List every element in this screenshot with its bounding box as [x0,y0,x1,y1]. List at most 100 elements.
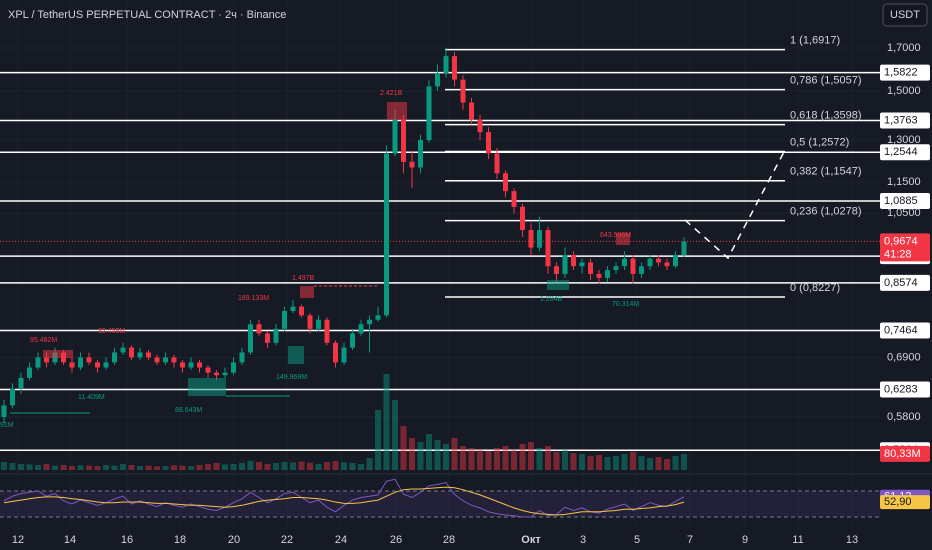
candle-body [18,377,24,389]
zone [300,286,314,298]
annotation: 189.133M [238,295,269,302]
volume-bar [332,461,339,470]
candle-body [341,347,347,363]
candle-body [350,333,355,348]
volume [1,374,687,470]
candle-body [95,362,100,368]
volume-bar [536,448,543,470]
volume-bar [18,464,24,470]
candle-body [503,173,508,192]
candle-body [443,56,449,74]
volume-bar [230,464,237,470]
fib-label: 0,382 (1,1547) [790,166,862,178]
volume-bar [417,442,424,470]
candle-body [622,258,627,267]
candle-body [197,362,202,368]
candle-body [426,86,432,141]
zone [547,280,569,290]
y-tick-label: 1,3000 [887,134,921,146]
volume-bar [77,465,84,470]
candle-body [613,266,619,271]
price-badge-label: 0,8574 [884,277,918,289]
annotation: 95.482M [30,337,57,344]
price-axis: 1,7000 1,5000 1,3000 1,1500 1,0500 0,6900 0,58… [880,42,930,510]
price-badge [880,192,930,209]
candle-body [639,266,644,274]
volume-bar [383,374,390,470]
volume-bar [494,448,500,470]
candle-body [256,324,262,334]
candle-body [299,306,304,316]
candle-body [494,153,500,174]
candle-body [511,191,517,207]
volume-bar [281,462,288,470]
zone [387,102,407,120]
rsi-pane [0,473,932,518]
candle-body [630,258,636,274]
currency-button[interactable] [882,3,928,27]
volume-bar [443,444,449,470]
candle-body [333,342,338,363]
volume-label: 80,33M [884,448,921,460]
volume-bar [298,461,305,470]
volume-bar [647,458,653,470]
y-tick-label: 1,5000 [887,85,921,97]
candle-body [222,372,228,376]
volume-bar [587,456,594,470]
candle-body [112,352,117,363]
price-badge-label: 1,0885 [884,195,918,207]
rsi-badge-label: 52,90 [884,496,912,508]
candle-body [137,352,143,358]
annotation: 643.506M [600,232,631,239]
volume-bar [247,461,254,470]
candle-body [27,367,32,378]
candle-body [239,352,245,363]
zone [288,346,304,364]
x-tick-label: 11 [792,534,803,546]
candle-body [605,270,610,278]
volume-bar [502,446,509,470]
candle-body [324,319,330,343]
volume-bar [519,444,526,470]
candle-body [460,79,466,103]
volume-bar [434,440,441,470]
candle-body [146,352,151,358]
currency[interactable]: USDT [890,9,920,21]
candle-body [469,102,474,120]
volume-bar [468,448,475,470]
price-badge-label: 1,3763 [884,114,918,126]
x-tick-label: 9 [742,534,748,546]
candle-body [10,388,15,406]
x-tick-label: 28 [443,534,455,546]
volume-bar [171,465,177,470]
volume-bar [358,464,364,470]
volume-bar [196,465,203,470]
volume-bar [128,465,135,470]
candle-body [86,357,92,363]
price-badge [880,112,930,129]
volume-bar [451,438,458,470]
candle-body [384,153,389,316]
x-tick-label: 18 [174,534,186,546]
candle-body [154,357,160,363]
candle-body [477,119,483,133]
volume-bar [400,426,407,470]
candle-body [673,254,678,267]
volume-bar [205,464,211,470]
candle-body [647,258,653,267]
volume-bar [162,466,169,470]
candle-body [520,206,525,231]
x-tick-label: 5 [634,534,640,546]
chart-title: XPL / TetherUS PERPETUAL CONTRACT · 2ч ·… [8,9,286,21]
volume-bar [366,458,373,470]
price-badge-label: 0,7464 [884,324,918,336]
candles [1,47,687,423]
rsi-band [0,491,880,517]
y-tick-label: 1,1500 [887,176,921,188]
volume-bar [664,459,670,470]
candle-body [78,357,83,368]
price-badge-label: 0,6283 [884,383,918,395]
volume-bar [179,465,186,470]
